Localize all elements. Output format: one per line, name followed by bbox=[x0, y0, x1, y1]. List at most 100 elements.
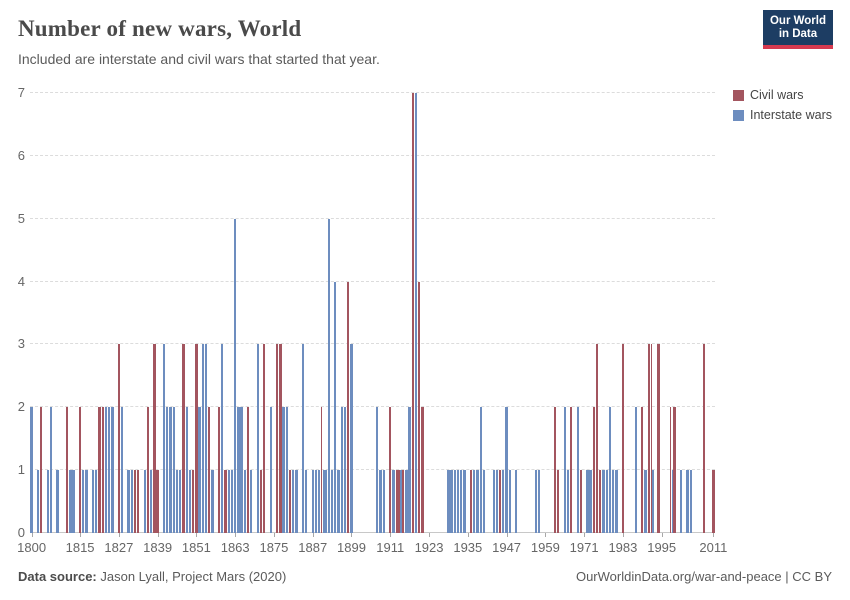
bar-interstate-1892[interactable] bbox=[327, 218, 330, 533]
bar-civil-1867[interactable] bbox=[246, 407, 250, 533]
bar-civil-1998[interactable] bbox=[669, 407, 672, 533]
bar-interstate-1889[interactable] bbox=[318, 470, 321, 533]
bar-interstate-1845[interactable] bbox=[175, 470, 179, 533]
bar-civil-1962[interactable] bbox=[553, 407, 557, 533]
bar-interstate-1881[interactable] bbox=[292, 470, 295, 533]
bar-civil-1921[interactable] bbox=[421, 407, 424, 533]
bar-interstate-1894[interactable] bbox=[334, 281, 337, 533]
bar-civil-1821[interactable] bbox=[98, 407, 101, 533]
bar-interstate-1917[interactable] bbox=[408, 407, 411, 533]
bar-interstate-1846[interactable] bbox=[179, 470, 182, 533]
bar-interstate-2003[interactable] bbox=[686, 470, 689, 533]
bar-civil-2008[interactable] bbox=[702, 344, 705, 533]
bar-interstate-1987[interactable] bbox=[634, 407, 637, 533]
bar-civil-1920[interactable] bbox=[418, 281, 421, 533]
bar-interstate-1888[interactable] bbox=[314, 470, 318, 533]
bar-civil-1832[interactable] bbox=[133, 470, 137, 533]
bar-civil-1839[interactable] bbox=[156, 470, 159, 533]
bar-interstate-1824[interactable] bbox=[107, 407, 111, 533]
bar-interstate-1965[interactable] bbox=[563, 407, 566, 533]
bar-interstate-1896[interactable] bbox=[340, 407, 343, 533]
bar-civil-1974[interactable] bbox=[592, 407, 595, 533]
bar-interstate-1859[interactable] bbox=[221, 344, 224, 533]
bar-interstate-1934[interactable] bbox=[463, 470, 466, 533]
bar-interstate-1812[interactable] bbox=[69, 470, 72, 533]
bar-interstate-1863[interactable] bbox=[234, 218, 237, 533]
bar-civil-1836[interactable] bbox=[146, 407, 150, 533]
bar-interstate-1940[interactable] bbox=[482, 470, 486, 533]
bar-interstate-1835[interactable] bbox=[143, 470, 146, 533]
bar-interstate-1843[interactable] bbox=[169, 407, 172, 533]
bar-interstate-1978[interactable] bbox=[605, 470, 608, 533]
bar-civil-1811[interactable] bbox=[65, 407, 69, 533]
legend-item-civil-wars[interactable]: Civil wars bbox=[733, 88, 832, 102]
bar-interstate-1966[interactable] bbox=[566, 470, 570, 533]
bar-interstate-1929[interactable] bbox=[447, 470, 450, 533]
bar-interstate-1893[interactable] bbox=[330, 470, 334, 533]
bar-civil-1850[interactable] bbox=[192, 470, 195, 533]
bar-interstate-1946[interactable] bbox=[502, 470, 505, 533]
bar-interstate-1956[interactable] bbox=[534, 470, 537, 533]
bar-civil-1876[interactable] bbox=[276, 344, 279, 533]
bar-interstate-1981[interactable] bbox=[615, 470, 618, 533]
bar-civil-1822[interactable] bbox=[101, 407, 104, 533]
bar-interstate-1907[interactable] bbox=[376, 407, 379, 533]
bar-civil-1858[interactable] bbox=[217, 407, 221, 533]
bar-interstate-1897[interactable] bbox=[343, 407, 347, 533]
bar-interstate-1849[interactable] bbox=[188, 470, 192, 533]
bar-civil-1989[interactable] bbox=[641, 407, 644, 533]
bar-interstate-1944[interactable] bbox=[495, 470, 499, 533]
bar-civil-1855[interactable] bbox=[208, 407, 211, 533]
bar-civil-1999[interactable] bbox=[673, 407, 676, 533]
bar-interstate-2004[interactable] bbox=[689, 470, 692, 533]
bar-interstate-1837[interactable] bbox=[150, 470, 153, 533]
bar-interstate-1842[interactable] bbox=[166, 407, 169, 533]
bar-civil-1898[interactable] bbox=[347, 281, 350, 533]
bar-interstate-1884[interactable] bbox=[301, 344, 305, 533]
bar-interstate-1878[interactable] bbox=[282, 407, 285, 533]
bar-interstate-1957[interactable] bbox=[537, 470, 541, 533]
bar-civil-1803[interactable] bbox=[40, 407, 43, 533]
bar-civil-1838[interactable] bbox=[153, 344, 156, 533]
bar-interstate-1937[interactable] bbox=[473, 470, 476, 533]
bar-interstate-1908[interactable] bbox=[379, 470, 382, 533]
bar-interstate-1828[interactable] bbox=[120, 407, 124, 533]
bar-interstate-1948[interactable] bbox=[508, 470, 511, 533]
bar-interstate-1990[interactable] bbox=[644, 470, 647, 533]
bar-civil-1970[interactable] bbox=[579, 470, 583, 533]
bar-interstate-1887[interactable] bbox=[311, 470, 314, 533]
bar-interstate-1947[interactable] bbox=[505, 407, 508, 533]
bar-interstate-1980[interactable] bbox=[612, 470, 615, 533]
bar-civil-1975[interactable] bbox=[595, 344, 599, 533]
bar-interstate-1979[interactable] bbox=[608, 407, 612, 533]
bar-interstate-1973[interactable] bbox=[589, 470, 592, 533]
bar-civil-1976[interactable] bbox=[599, 470, 602, 533]
bar-interstate-1841[interactable] bbox=[162, 344, 166, 533]
bar-interstate-1865[interactable] bbox=[240, 407, 243, 533]
bar-interstate-1861[interactable] bbox=[227, 470, 230, 533]
bar-interstate-1852[interactable] bbox=[198, 407, 201, 533]
bar-interstate-1890[interactable] bbox=[322, 470, 324, 533]
bar-interstate-1930[interactable] bbox=[450, 470, 453, 533]
bar-interstate-1802[interactable] bbox=[36, 470, 40, 533]
bar-civil-1860[interactable] bbox=[224, 470, 227, 533]
bar-interstate-1972[interactable] bbox=[586, 470, 589, 533]
bar-civil-1936[interactable] bbox=[469, 470, 473, 533]
bar-interstate-1912[interactable] bbox=[392, 470, 395, 533]
bar-civil-1877[interactable] bbox=[279, 344, 282, 533]
bar-civil-1871[interactable] bbox=[259, 470, 263, 533]
bar-interstate-1813[interactable] bbox=[72, 470, 75, 533]
bar-interstate-1816[interactable] bbox=[82, 470, 85, 533]
credit-link[interactable]: OurWorldinData.org/war-and-peace | CC BY bbox=[575, 569, 832, 584]
bar-interstate-1998[interactable] bbox=[671, 470, 673, 533]
bar-interstate-1848[interactable] bbox=[185, 407, 188, 533]
bar-interstate-1808[interactable] bbox=[56, 470, 59, 533]
bar-interstate-1817[interactable] bbox=[85, 470, 88, 533]
bar-interstate-1914[interactable] bbox=[400, 470, 402, 533]
bar-interstate-1939[interactable] bbox=[479, 407, 482, 533]
bar-civil-1963[interactable] bbox=[557, 470, 560, 533]
bar-interstate-1938[interactable] bbox=[476, 470, 479, 533]
bar-interstate-1831[interactable] bbox=[130, 470, 133, 533]
bar-interstate-1992[interactable] bbox=[652, 470, 654, 533]
bar-civil-1992[interactable] bbox=[650, 344, 652, 533]
